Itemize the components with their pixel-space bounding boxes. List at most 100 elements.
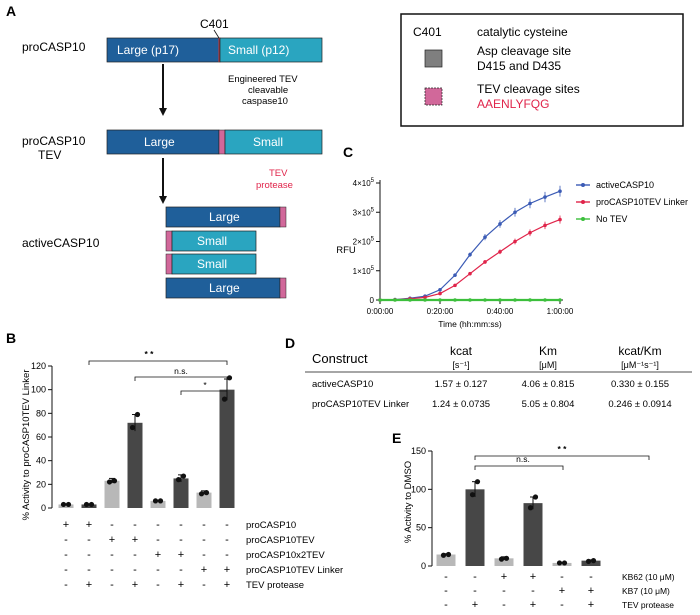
active-small-label-1: Small xyxy=(197,234,227,248)
c-ytick-label-3: 3×105 xyxy=(353,207,375,217)
d-header-km: Km xyxy=(539,344,557,358)
b-sign-r3-c8: - xyxy=(225,549,229,561)
e-row-label-3: TEV protease xyxy=(622,600,674,610)
b-sign-r4-c1: - xyxy=(64,564,68,576)
active-large-label-1: Large xyxy=(209,210,240,224)
b-sign-r3-c6: + xyxy=(178,549,184,561)
b-ytick-label-1: 20 xyxy=(36,479,46,489)
panel-e-significance: n.s. * * xyxy=(474,444,650,470)
b-sign-r2-c5: - xyxy=(156,534,160,546)
c-series-2-point-9 xyxy=(498,249,502,254)
c-series-3-point-7 xyxy=(468,298,472,302)
active-small-label-2: Small xyxy=(197,257,227,271)
b-point-4-1 xyxy=(129,424,136,431)
b-ytick-label-5: 100 xyxy=(31,385,46,395)
c-series-1-point-5 xyxy=(438,287,442,292)
panel-b-ylabel: % Activity to proCASP10TEV Linker xyxy=(21,369,32,520)
panel-a-letter: A xyxy=(6,3,16,19)
b-sign-r4-c2: - xyxy=(87,564,91,576)
b-sign-r1-c1: + xyxy=(63,519,69,531)
b-point-2-1 xyxy=(83,501,90,508)
d-row2-ratio: 0.246 ± 0.0914 xyxy=(608,399,671,410)
b-sign-r4-c7: + xyxy=(201,564,207,576)
c-xtick-label-1: 0:20:00 xyxy=(427,307,454,316)
active-small-2 xyxy=(171,253,257,275)
b-sign-r3-c7: - xyxy=(202,549,206,561)
b-point-3-1 xyxy=(106,479,113,485)
c-legend-marker-3 xyxy=(581,217,585,221)
c-series-1-point-10 xyxy=(513,210,517,215)
panel-e-letter: E xyxy=(392,430,401,446)
c-series-3-point-8 xyxy=(483,298,487,302)
c-series-1-point-6 xyxy=(453,273,457,277)
panel-b-letter: B xyxy=(6,330,16,346)
legend-catalytic: catalytic cysteine xyxy=(477,25,568,39)
panel-e-condition-table: - - + + - - KB62 (10 μM) - - - - + + KB7 (10 μM) - + - + -… xyxy=(444,571,675,611)
b-point-6-1 xyxy=(175,477,182,483)
tev-site-swatch xyxy=(424,87,443,106)
c-series-3-point-13 xyxy=(558,298,562,302)
active-large-label-2: Large xyxy=(209,281,240,295)
c-series-3-point-6 xyxy=(453,298,457,302)
c-series-2-point-5 xyxy=(438,291,442,296)
panel-c-series xyxy=(378,185,562,302)
c-ytick-label-4: 4×105 xyxy=(353,178,375,188)
b-sign-r2-c6: - xyxy=(179,534,183,546)
e-ytick-label-2: 100 xyxy=(411,484,426,494)
b-sign-r5-c5: - xyxy=(156,579,160,591)
b-row-label-5: TEV protease xyxy=(246,580,304,591)
b-sign-r1-c6: - xyxy=(179,519,183,531)
e-sign-r2-c1: - xyxy=(444,585,448,597)
e-bar-2 xyxy=(465,489,485,566)
e-bar-6 xyxy=(581,560,601,566)
b-sig-bracket-3 xyxy=(180,390,228,395)
procasp10tev-label-2: TEV xyxy=(38,148,61,162)
c-series-1-point-13 xyxy=(558,189,562,193)
b-point-8-1 xyxy=(221,396,228,402)
e-sig-bracket-1 xyxy=(474,465,564,470)
panel-b-significance: * * n.s. * xyxy=(88,349,228,395)
b-sign-r2-c8: - xyxy=(225,534,229,546)
tev-protease-2: protease xyxy=(256,180,293,191)
b-row-label-3: proCASP10x2TEV xyxy=(246,550,325,561)
b-sig-label-3: * xyxy=(203,380,207,390)
tev-small-domain xyxy=(224,129,323,155)
b-sign-r4-c8: + xyxy=(224,564,230,576)
b-sig-label-2: n.s. xyxy=(174,366,188,376)
e-sign-r2-c2: - xyxy=(473,585,477,597)
b-sign-r2-c1: - xyxy=(64,534,68,546)
b-sign-r5-c6: + xyxy=(178,579,184,591)
panel-c-xlabel: Time (hh:mm:ss) xyxy=(438,319,502,329)
panel-c-legend: activeCASP10 proCASP10TEV Linker No TEV xyxy=(576,180,688,224)
arrow-note-3: caspase10 xyxy=(242,96,288,107)
d-header-ratio-unit: [μM⁻¹s⁻¹] xyxy=(621,360,659,370)
c401-pointer xyxy=(213,29,220,39)
arrow-note-2: cleavable xyxy=(248,85,288,96)
e-sign-r1-c1: - xyxy=(444,571,448,583)
b-point-3-2 xyxy=(111,478,118,484)
c-xtick-label-3: 1:00:00 xyxy=(547,307,574,316)
c-xtick-label-2: 0:40:00 xyxy=(487,307,514,316)
c-series-1-point-12 xyxy=(543,195,547,199)
legend-tev-1: TEV cleavage sites xyxy=(477,82,580,96)
e-point-5-1 xyxy=(556,560,563,566)
panel-e-ylabel: % Activity to DMSO xyxy=(403,461,414,543)
c-series-3-point-3 xyxy=(408,298,412,302)
active-tev-3 xyxy=(165,253,173,275)
small-p12-label: Small (p12) xyxy=(228,43,289,57)
b-sign-r1-c5: - xyxy=(156,519,160,531)
b-sign-r1-c3: - xyxy=(110,519,114,531)
c-xtick-label-0: 0:00:00 xyxy=(367,307,394,316)
d-header-kcat: kcat xyxy=(450,344,473,358)
e-point-6-2 xyxy=(590,558,597,564)
c-series-3-point-11 xyxy=(528,298,532,302)
c-series-1-point-8 xyxy=(483,235,487,239)
e-ytick-label-3: 150 xyxy=(411,446,426,456)
tev-large-domain xyxy=(106,129,220,155)
c-series-2-point-13 xyxy=(558,217,562,222)
d-row2-kcat: 1.24 ± 0.0735 xyxy=(432,399,490,410)
c-legend-label-2: proCASP10TEV Linker xyxy=(596,197,688,207)
b-sign-r5-c2: + xyxy=(86,579,92,591)
e-point-6-1 xyxy=(585,558,592,565)
